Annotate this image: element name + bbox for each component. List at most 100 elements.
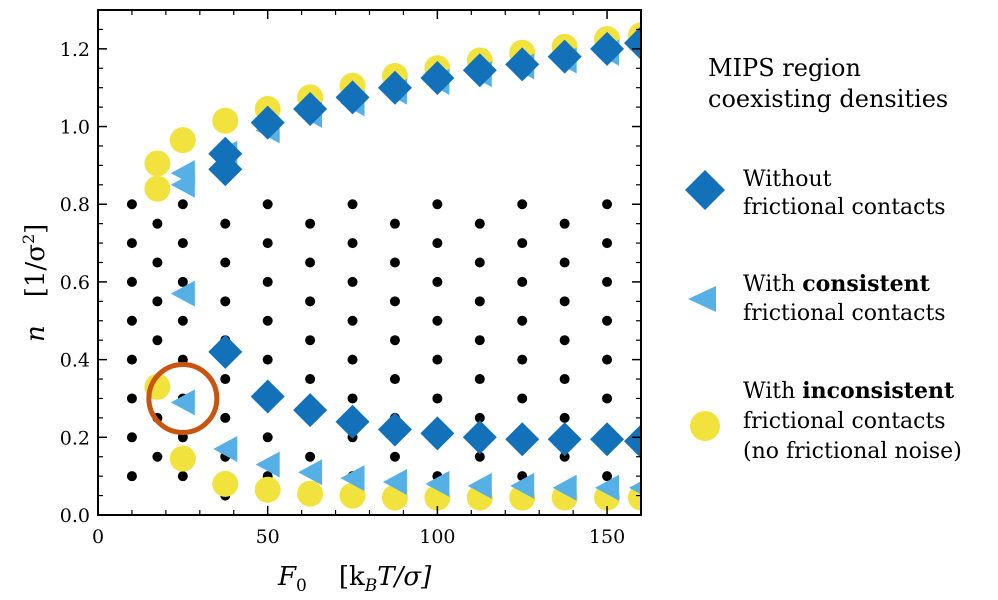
grid-point <box>347 354 358 365</box>
grid-point <box>559 451 570 462</box>
grid-point <box>474 412 485 423</box>
grid-point <box>432 354 443 365</box>
grid-point <box>305 218 316 229</box>
y-tick-label: 0.4 <box>60 350 90 372</box>
x-tick-label: 150 <box>589 526 625 548</box>
circle-marker <box>297 480 324 507</box>
grid-point <box>262 238 273 249</box>
triangle-marker <box>510 472 535 499</box>
grid-point <box>152 257 163 268</box>
grid-point <box>347 238 358 249</box>
legend-entry-3-line2: frictional contacts <box>743 409 946 434</box>
grid-point <box>347 199 358 210</box>
x-tick-label: 50 <box>256 526 280 548</box>
axis-ticks: 0 50 100 150 0.0 0.2 0.4 0.6 0.8 1.0 1.2 <box>60 10 641 548</box>
grid-point <box>474 218 485 229</box>
x-tick-label: 100 <box>419 526 455 548</box>
grid-point <box>432 238 443 249</box>
diamond-marker <box>462 420 497 455</box>
diamond-marker <box>547 39 582 74</box>
triangle-marker <box>629 481 641 495</box>
diamond-marker <box>505 47 540 82</box>
diamond-marker <box>293 393 328 428</box>
grid-point <box>305 451 316 462</box>
legend-entry-1-line2: frictional contacts <box>743 195 946 220</box>
grid-point <box>517 315 528 326</box>
diamond-marker <box>250 379 285 414</box>
circle-marker <box>144 175 171 202</box>
grid-point <box>517 238 528 249</box>
highlight-circle <box>146 361 220 435</box>
grid-point <box>305 296 316 307</box>
legend-entry-2-line2: frictional contacts <box>743 301 946 326</box>
grid-point <box>389 335 400 346</box>
legend-entry-2-line1: With consistent <box>743 271 931 297</box>
triangle-marker <box>467 472 492 499</box>
circle-marker <box>212 107 239 134</box>
diamond-marker <box>335 404 370 439</box>
grid-point <box>305 335 316 346</box>
grid-point <box>559 335 570 346</box>
grid-point <box>602 238 613 249</box>
grid-point <box>474 374 485 385</box>
diamond-marker <box>590 422 625 457</box>
circle-marker <box>254 476 281 503</box>
grid-point <box>126 432 137 443</box>
grid-point <box>602 354 613 365</box>
grid-point <box>559 374 570 385</box>
grid-point <box>474 257 485 268</box>
grid-point <box>126 238 137 249</box>
triangle-marker <box>425 470 450 497</box>
triangle-marker <box>255 451 280 478</box>
grid-point <box>559 257 570 268</box>
grid-point <box>347 393 358 404</box>
y-tick-label: 0.8 <box>60 194 90 216</box>
svg-text:n[1/σ2]: n[1/σ2] <box>19 224 51 342</box>
grid-point <box>126 393 137 404</box>
legend-entry-3-line3: (no frictional noise) <box>743 439 962 464</box>
grid-point <box>262 354 273 365</box>
grid-point <box>220 296 231 307</box>
grid-point <box>517 276 528 287</box>
grid-point <box>602 199 613 210</box>
grid-point <box>389 218 400 229</box>
y-tick-label: 0.0 <box>60 505 90 527</box>
grid-point <box>177 199 188 210</box>
legend-title-line1: MIPS region <box>708 54 861 82</box>
grid-point <box>152 296 163 307</box>
circle-marker <box>339 482 366 509</box>
grid-point <box>220 374 231 385</box>
series-layer <box>144 22 641 511</box>
grid-point <box>389 257 400 268</box>
diamond-marker <box>420 416 455 451</box>
diamond-marker <box>208 136 243 171</box>
triangle-marker <box>170 280 195 307</box>
grid-point <box>220 257 231 268</box>
grid-point <box>220 218 231 229</box>
diamond-marker <box>624 26 641 61</box>
grid-point <box>602 471 613 482</box>
grid-point <box>262 432 273 443</box>
diamond-marker <box>624 424 641 459</box>
grid-point <box>474 296 485 307</box>
grid-point <box>432 199 443 210</box>
triangle-marker <box>170 389 195 416</box>
grid-point <box>305 374 316 385</box>
grid-point <box>177 471 188 482</box>
diamond-marker <box>377 70 412 105</box>
y-tick-label: 1.2 <box>60 39 90 61</box>
triangle-marker <box>382 468 407 495</box>
grid-point <box>559 296 570 307</box>
grid-point <box>474 335 485 346</box>
diamond-marker <box>420 60 455 95</box>
legend-diamond-marker <box>685 170 725 210</box>
x-axis-title: F0 [kBT/σ] <box>277 562 432 596</box>
grid-point <box>602 393 613 404</box>
diamond-marker <box>208 334 243 369</box>
diamond-marker <box>547 422 582 457</box>
grid-point <box>602 276 613 287</box>
grid-point <box>152 218 163 229</box>
grid-point <box>389 296 400 307</box>
grid-point <box>517 354 528 365</box>
